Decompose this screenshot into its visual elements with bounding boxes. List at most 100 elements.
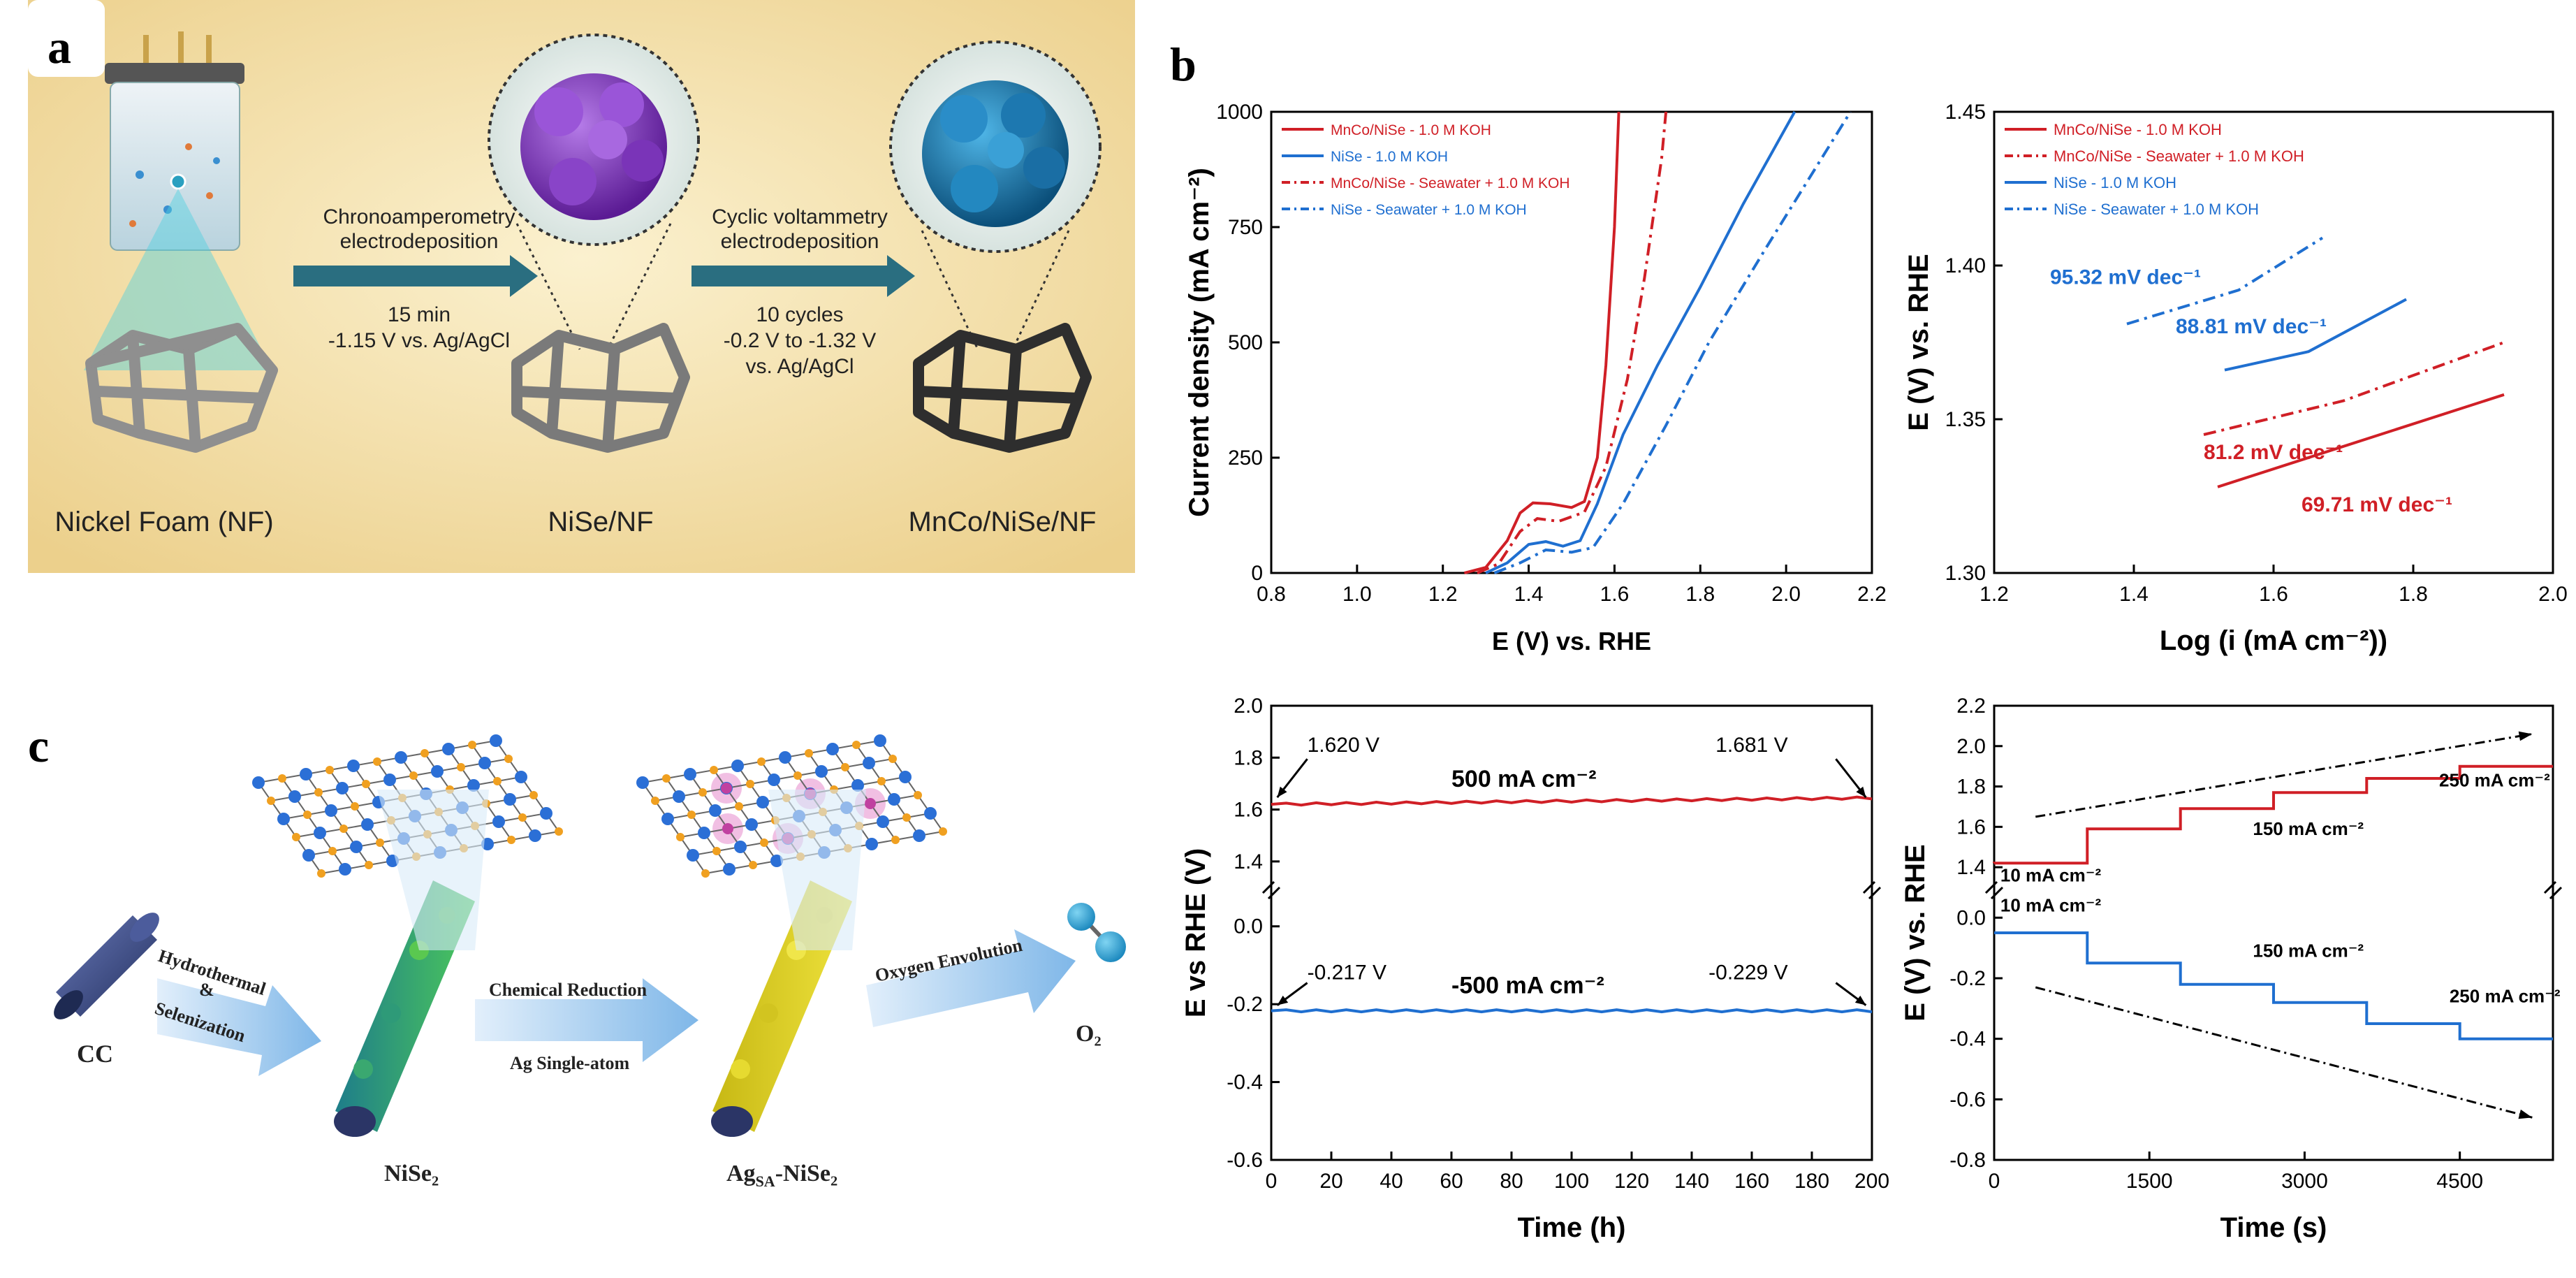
ni-atom: [478, 757, 491, 769]
stability-ytick-label: 1.8: [1234, 746, 1263, 769]
step1-cond-1: 15 min: [388, 303, 451, 326]
stability-xtick-label: 200: [1854, 1170, 1889, 1193]
step2-title-1: Cyclic voltammetry: [712, 205, 888, 228]
ni-atom: [515, 771, 527, 783]
steps-current-label: 10 mA cm⁻²: [2000, 864, 2102, 885]
electrochemical-cell: [84, 31, 272, 370]
ni-atom: [768, 774, 780, 786]
tafel-legend-label: NiSe - 1.0 M KOH: [2054, 174, 2176, 191]
se-atom: [373, 757, 381, 766]
se-atom: [698, 788, 707, 797]
se-atom: [805, 749, 813, 757]
lsv-ytick-label: 250: [1228, 446, 1263, 470]
label-ag-single-atom: Ag Single-atom: [510, 1053, 630, 1073]
lsv-legend-label: MnCo/NiSe - Seawater + 1.0 M KOH: [1331, 175, 1570, 191]
steps-series-cathodic: [1994, 931, 2553, 1040]
lsv-xlabel: E (V) vs. RHE: [1492, 627, 1651, 655]
stability-anodic-start: 1.620 V: [1308, 734, 1380, 757]
tafel-legend-label: MnCo/NiSe - Seawater + 1.0 M KOH: [2054, 147, 2304, 165]
mnco-foam-graphic: [913, 323, 1092, 453]
se-atom: [376, 838, 384, 847]
lsv-ytick-label: 750: [1228, 216, 1263, 239]
panel-c-letter: c: [28, 720, 49, 772]
ni-atom: [734, 841, 747, 853]
se-atom: [468, 741, 476, 749]
ni-atom: [302, 849, 315, 862]
stability-arrow-anodic-start-head: [1277, 786, 1287, 798]
step1-title-2: electrodeposition: [340, 230, 499, 253]
se-atom: [339, 825, 348, 833]
se-atom: [891, 836, 900, 844]
tafel-series-line: [2203, 341, 2505, 436]
tafel-ytick-label: 1.35: [1945, 408, 1986, 431]
ni-atom: [874, 734, 886, 747]
se-atom: [760, 838, 768, 847]
se-atom: [493, 777, 502, 785]
nise-particle-graphic: [520, 73, 667, 220]
stability-xtick-label: 40: [1380, 1170, 1403, 1193]
tafel-series-line: [2126, 236, 2324, 326]
chart-stability: 0 20 40 60 80 100 120 140 160 180 200 1.4 1.6 1.8 2.0 -…: [1180, 695, 1889, 1243]
steps-series-anodic: [1993, 764, 2553, 865]
ni-atom: [361, 818, 374, 831]
ni-atom: [826, 743, 839, 755]
lsv-xtick-label: 2.0: [1771, 583, 1801, 606]
se-atom: [712, 847, 721, 855]
ni-atom: [383, 774, 396, 786]
steps-ytick-label: -0.6: [1949, 1088, 1986, 1111]
ni-atom: [687, 849, 699, 862]
stability-ytick-label: -0.2: [1227, 993, 1263, 1016]
stability-xlabel: Time (h): [1518, 1212, 1626, 1243]
tafel-ytick-label: 1.30: [1945, 562, 1986, 585]
lsv-ytick-label: 1000: [1216, 101, 1263, 124]
steps-current-label: 250 mA cm⁻²: [2439, 770, 2550, 791]
se-atom: [292, 833, 300, 841]
ni-atom: [731, 760, 744, 772]
ni-atom: [723, 863, 736, 876]
stability-series-cathodic: [1271, 1008, 1873, 1014]
se-atom: [303, 811, 312, 819]
ni-atom: [779, 751, 791, 764]
tafel-slope-label: 69.71 mV dec⁻¹: [2301, 493, 2452, 516]
label-cc: CC: [77, 1040, 113, 1068]
se-atom: [555, 827, 563, 836]
steps-trend-arrow-up: [2035, 732, 2533, 818]
lsv-xtick-label: 2.2: [1857, 583, 1887, 606]
steps-trend-arrow-down-head: [2518, 1109, 2533, 1119]
tafel-series-line: [2217, 393, 2505, 488]
stability-arrow-anodic-end-head: [1856, 786, 1866, 798]
label-nise2: NiSe₂: [384, 1161, 439, 1186]
label-ampersand: &: [199, 980, 214, 1000]
arrow-hydrothermal: [157, 978, 321, 1076]
stability-cathodic-label: -500 mA cm⁻²: [1451, 973, 1604, 999]
step2-title-2: electrodeposition: [721, 230, 879, 253]
se-atom: [278, 774, 286, 783]
ni-atom: [277, 813, 290, 825]
ni-atom: [815, 765, 828, 778]
steps-ytick-label: -0.8: [1949, 1149, 1986, 1172]
se-atom: [888, 755, 897, 763]
panel-a-synthesis-schematic: a Nickel Foam (NF) Chronoamperometry ele…: [28, 0, 1135, 573]
lsv-series-line: [1493, 110, 1852, 574]
steps-current-label: 150 mA cm⁻²: [2253, 818, 2364, 839]
step2-cond-2: -0.2 V to -1.32 V: [724, 329, 876, 352]
se-atom: [687, 811, 696, 819]
step2-cond-3: vs. Ag/AgCl: [745, 355, 854, 378]
tafel-ytick-label: 1.45: [1945, 101, 1986, 124]
tafel-xtick-label: 1.2: [1979, 583, 2009, 606]
ni-atom: [924, 807, 937, 820]
steps-ytick-label: 1.4: [1956, 856, 1986, 879]
ni-atom: [431, 765, 444, 778]
lsv-legend-label: NiSe - 1.0 M KOH: [1331, 149, 1448, 165]
ni-atom: [770, 855, 783, 867]
steps-axis-break-left: [1984, 880, 2004, 900]
steps-ytick-label: -0.4: [1949, 1028, 1986, 1051]
se-atom: [362, 780, 370, 788]
steps-current-label: 250 mA cm⁻²: [2450, 986, 2561, 1007]
ni-atom: [325, 804, 337, 817]
ni-atom: [851, 779, 864, 792]
lsv-legend-label: MnCo/NiSe - 1.0 M KOH: [1331, 122, 1491, 138]
step1-title-1: Chronoamperometry: [323, 205, 515, 228]
ni-atom: [899, 771, 912, 783]
steps-ytick-label: -0.2: [1949, 967, 1986, 990]
